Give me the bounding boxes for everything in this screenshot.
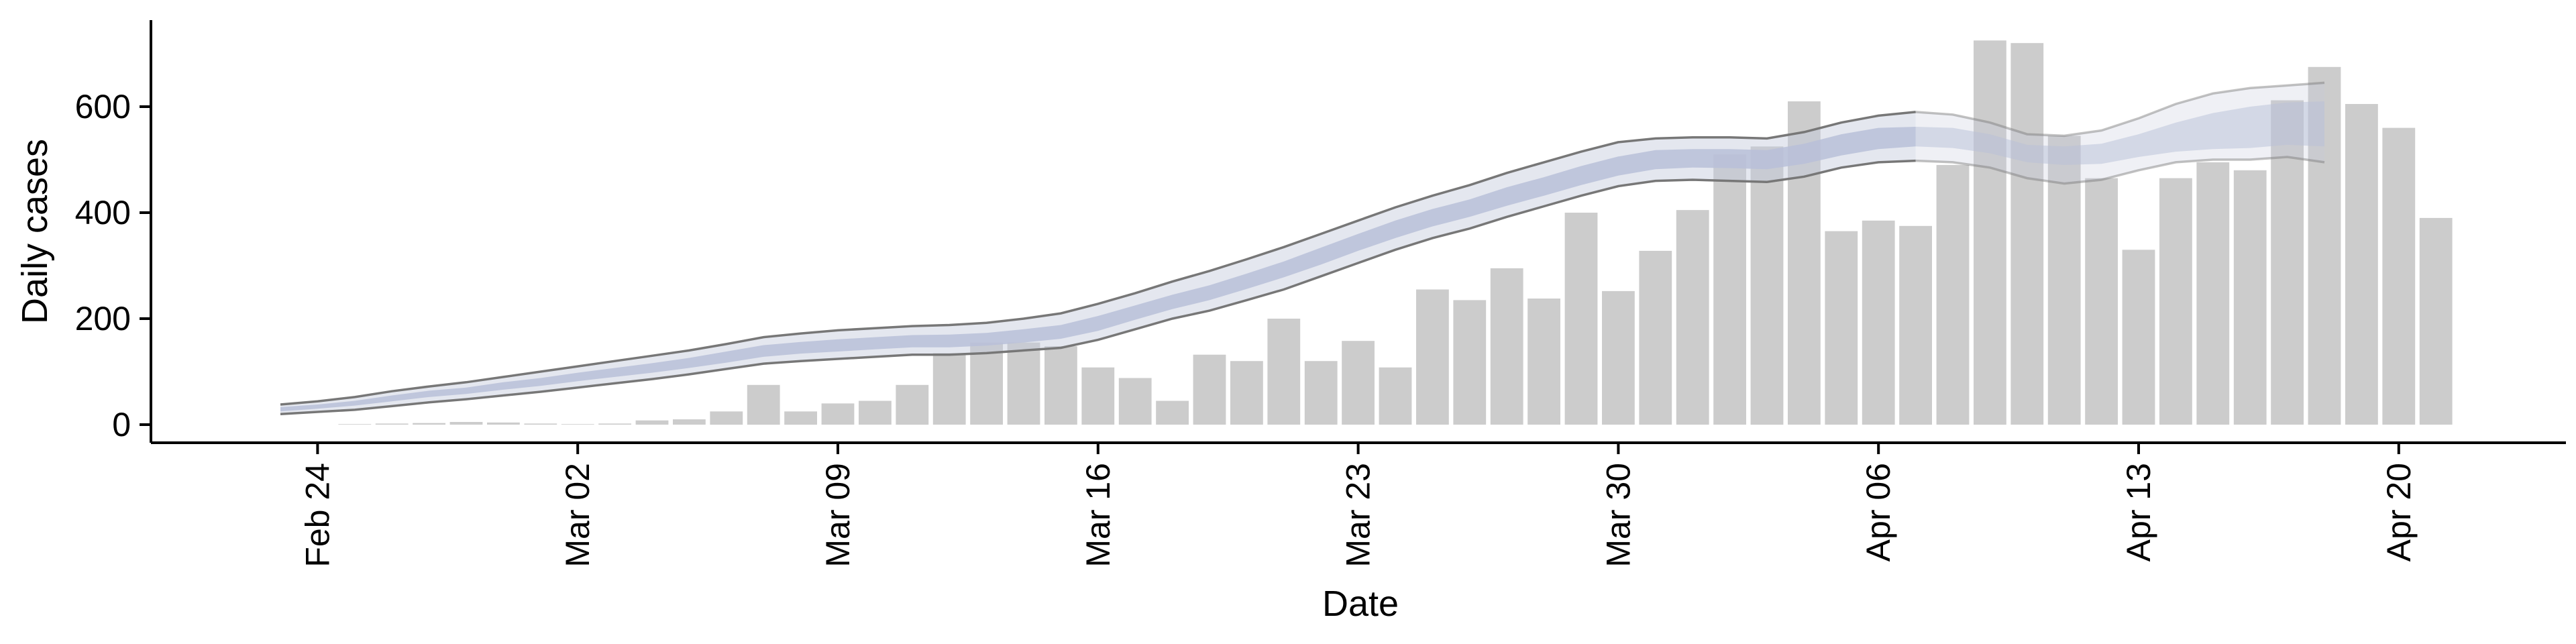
bar — [2010, 43, 2044, 425]
bar — [487, 422, 520, 425]
y-tick-label: 400 — [75, 194, 131, 231]
band-lower-line-projection — [1915, 156, 2325, 185]
bar — [2419, 217, 2453, 425]
bar — [1713, 154, 1746, 425]
x-tick-label: Feb 24 — [299, 463, 336, 568]
bar — [2196, 162, 2230, 425]
bar — [970, 342, 1003, 425]
bar — [375, 423, 409, 425]
y-tick-label: 600 — [75, 88, 131, 125]
x-tick-label: Mar 23 — [1340, 463, 1377, 568]
bar — [1193, 354, 1226, 425]
bar — [859, 400, 892, 425]
bar — [1118, 378, 1152, 425]
bar — [1564, 213, 1598, 425]
x-tick-label: Apr 13 — [2120, 463, 2157, 561]
x-tick-label: Apr 20 — [2380, 463, 2418, 561]
bar — [1602, 290, 1635, 425]
bar — [896, 384, 929, 425]
bar — [1453, 300, 1487, 425]
y-axis-title: Daily cases — [15, 139, 55, 324]
x-tick-label: Mar 02 — [559, 463, 596, 568]
bar — [2382, 127, 2416, 425]
band-upper-line-projection — [1915, 81, 2325, 138]
bar — [1490, 268, 1523, 425]
bar — [1007, 342, 1040, 425]
bar — [1750, 146, 1784, 425]
ticks-layer: 0 200 400 600 Feb 24 Mar 02 Mar 09 Mar 16 Mar 23… — [75, 88, 2418, 568]
band-layer — [280, 81, 2325, 415]
bar — [1862, 220, 1895, 425]
bar — [2345, 104, 2378, 425]
bar — [1527, 299, 1560, 425]
bar — [1974, 40, 2006, 425]
band-inner-area — [280, 127, 1916, 412]
x-tick-label: Apr 06 — [1860, 463, 1897, 561]
bar — [449, 422, 483, 425]
bar — [673, 419, 706, 425]
bar — [1379, 367, 1412, 425]
bar — [1825, 231, 1858, 425]
bar — [598, 423, 631, 425]
x-tick-label: Mar 09 — [819, 463, 857, 568]
bar — [561, 424, 594, 425]
bar — [2159, 178, 2192, 425]
bar — [1044, 346, 1077, 425]
bar — [338, 424, 372, 425]
bars-layer — [338, 40, 2453, 425]
y-tick-label: 0 — [112, 406, 131, 443]
bar — [1156, 400, 1189, 425]
bar — [2122, 250, 2155, 425]
bar — [1081, 367, 1115, 425]
bar — [1230, 361, 1263, 425]
bar — [1899, 225, 1932, 425]
band-upper-line — [280, 111, 1916, 406]
band-lower-line — [280, 159, 1916, 415]
bar — [1304, 361, 1338, 425]
bar — [710, 411, 743, 425]
y-tick-label: 200 — [75, 300, 131, 337]
bar — [524, 423, 557, 425]
bar — [1639, 250, 1672, 425]
band-inner-area-projection — [1915, 101, 2324, 165]
bar — [784, 411, 817, 425]
x-tick-label: Mar 16 — [1079, 463, 1117, 568]
bar — [2233, 170, 2267, 425]
bar — [1267, 319, 1301, 425]
bar — [1342, 341, 1375, 425]
bar — [747, 384, 780, 425]
bar — [932, 353, 966, 425]
bar — [2271, 100, 2304, 425]
x-axis-title: Date — [1322, 584, 1399, 624]
bar — [1416, 289, 1449, 425]
x-tick-label: Mar 30 — [1599, 463, 1637, 568]
bar — [635, 420, 669, 425]
bar — [413, 423, 445, 425]
bar — [2047, 136, 2081, 425]
bar — [821, 403, 855, 425]
bar — [1676, 210, 1709, 425]
bar — [2085, 178, 2118, 425]
bar — [1936, 164, 1970, 425]
